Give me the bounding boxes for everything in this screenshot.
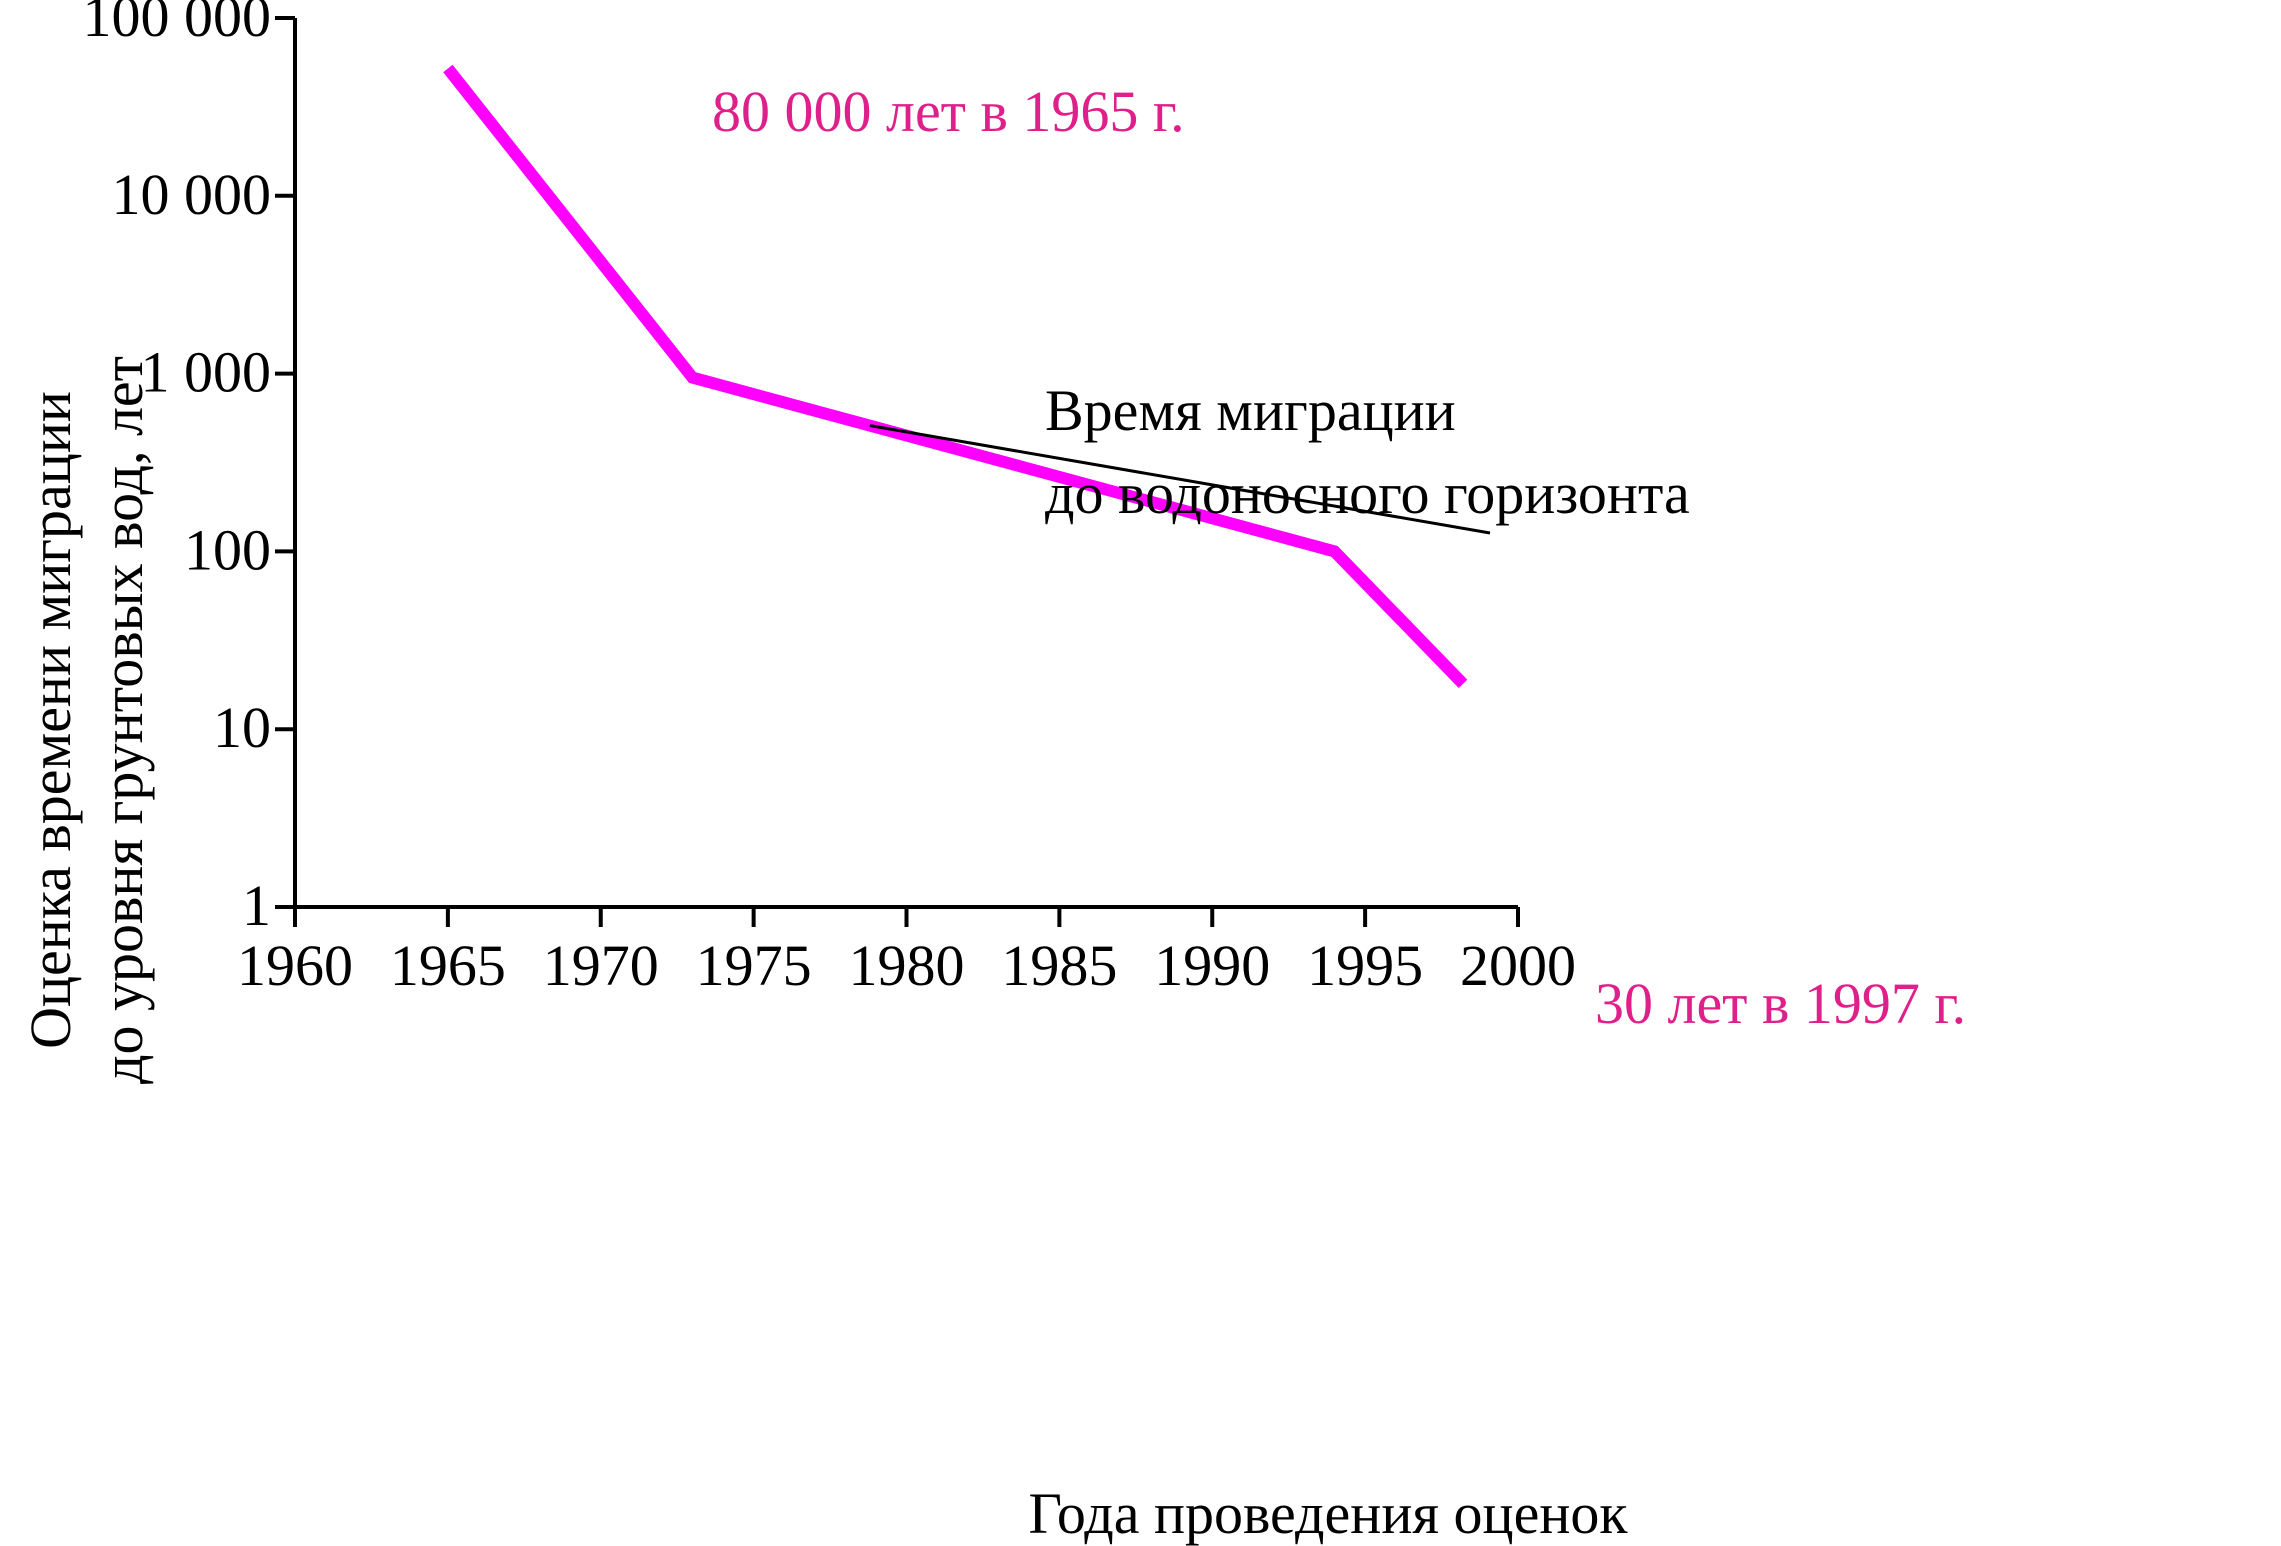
annotation-start: 80 000 лет в 1965 г. [712, 79, 1185, 144]
x-tick-label: 1985 [1001, 933, 1117, 998]
x-tick-label: 1995 [1307, 933, 1423, 998]
annotation-line-label-2: до водоносного горизонта [1045, 461, 1690, 526]
series [443, 64, 1468, 688]
y-tick-label: 10 [213, 695, 271, 760]
x-tick-label: 2000 [1460, 933, 1576, 998]
x-axis-title: Года проведения оценок [1028, 1481, 1628, 1546]
series-line [443, 64, 1468, 688]
y-tick-label: 10 000 [112, 162, 272, 227]
y-tick-label: 1 [242, 873, 271, 938]
annotation-leader-line [869, 424, 1491, 535]
x-tick-label: 1990 [1154, 933, 1270, 998]
x-tick-label: 1965 [390, 933, 506, 998]
y-tick-label: 1 000 [141, 340, 272, 405]
x-ticks: 1960 1965 1970 1975 1980 1985 1990 1995 2000 [237, 907, 1576, 998]
x-tick-label: 1975 [696, 933, 812, 998]
x-tick-label: 1980 [849, 933, 965, 998]
y-axis-title-line-2: до уровня грунтовых вод, лет [90, 356, 155, 1084]
y-axis-title-line-1: Оценка времени миграции [18, 391, 83, 1049]
annotation-end: 30 лет в 1997 г. [1595, 971, 1966, 1036]
annotation-line-label-1: Время миграции [1045, 378, 1456, 443]
y-ticks: 1 10 100 1 000 10 000 100 000 [83, 0, 295, 938]
y-tick-label: 100 [184, 517, 271, 582]
x-tick-label: 1960 [237, 933, 353, 998]
y-axis-title: Оценка времени миграции до уровня грунто… [18, 356, 155, 1084]
y-tick-label: 100 000 [83, 0, 272, 49]
x-tick-label: 1970 [543, 933, 659, 998]
